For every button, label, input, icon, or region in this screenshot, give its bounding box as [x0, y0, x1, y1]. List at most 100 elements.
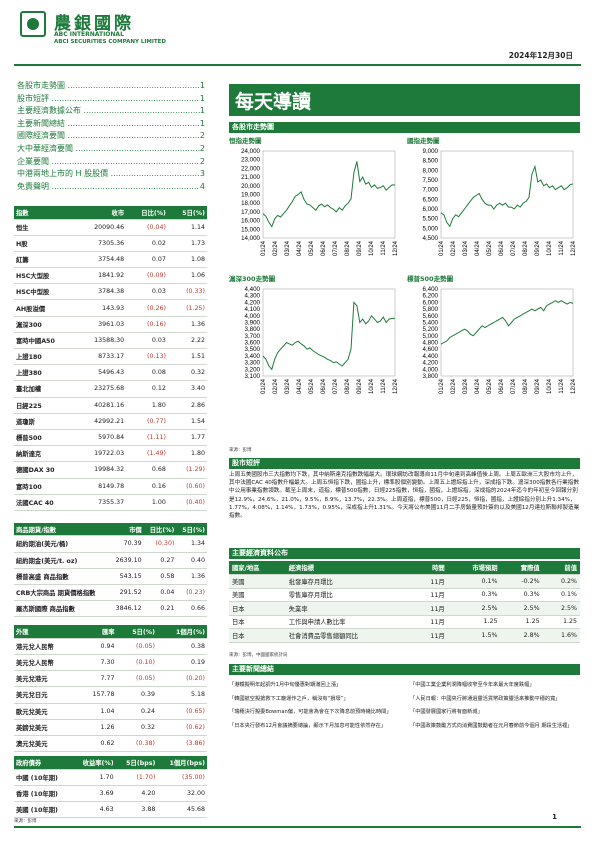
table-row: 歐元兌美元 1.04 0.24 (0.65)	[14, 703, 207, 720]
toc-item[interactable]: 各股市走勢圖 .................................…	[17, 80, 205, 93]
toc-item-page: 4	[199, 181, 205, 191]
x-tick-label: 01/24	[439, 240, 445, 256]
x-tick-label: 06/24	[499, 240, 505, 256]
table-row: 日本 工作與申請人數比率 11月 1.25 1.25 1.25	[229, 615, 580, 629]
toc-item[interactable]: 免責聲明 ...................................…	[17, 181, 205, 194]
table-cell: 工作與申請人數比率	[285, 615, 414, 629]
y-tick-label: 17,000	[241, 209, 260, 216]
table-cell: 1.73	[167, 235, 207, 252]
y-tick-label: 4,600	[423, 346, 439, 353]
toc-item-label: 國際經濟要聞 .................................…	[17, 131, 200, 141]
toc-item[interactable]: 主要經濟數據公布 ...............................…	[17, 105, 205, 118]
table-cell: 40281.16	[76, 397, 127, 414]
column-header: 外匯	[14, 625, 78, 639]
x-tick-label: 12/24	[393, 240, 399, 256]
column-header: 商品期貨/指數	[14, 522, 110, 537]
toc-item-page: 2	[199, 131, 205, 141]
x-tick-label: 03/24	[463, 240, 469, 256]
y-tick-label: 5,800	[423, 306, 439, 313]
column-header: 5日(bps)	[115, 756, 158, 770]
x-tick-label: 05/24	[487, 378, 493, 394]
table-cell: 1.54	[167, 413, 207, 430]
x-tick-label: 11/24	[381, 378, 387, 393]
y-tick-label: 3,400	[245, 353, 261, 360]
y-tick-label: 5,500	[423, 216, 439, 223]
toc-item[interactable]: 企業要聞 ...................................…	[17, 156, 205, 169]
column-header: 日比(%)	[143, 522, 177, 537]
table-cell: 2.8%	[500, 628, 543, 643]
chart-panel: 國指走勢圖 9,000 8,500 8,000 7,500 7,000 6,500 6,000…	[407, 135, 579, 274]
table-cell: 0.27	[143, 552, 177, 569]
table-cell: 143.93	[76, 299, 127, 317]
econ-source: 來源：彭博，中國國家統計局	[229, 653, 288, 658]
series-line	[262, 161, 396, 228]
table-cell: 1.00	[126, 494, 168, 511]
toc-item-page: 1	[199, 93, 205, 103]
column-header: 匯率	[77, 625, 117, 639]
line-chart: 6,4006,2006,0005,8005,6005,4005,2005,000…	[423, 286, 577, 394]
table-cell: (0.33)	[167, 283, 207, 301]
table-cell: (0.40)	[167, 494, 207, 511]
table-cell: 11月	[413, 601, 448, 616]
toc-item-page: 1	[199, 81, 205, 90]
table-cell: (1.49)	[126, 445, 168, 463]
table-cell: (0.62)	[156, 719, 207, 736]
table-cell: (0.20)	[156, 670, 207, 688]
table-cell: 7.30	[77, 654, 117, 672]
news-item: 「瑞穗決行擬委Bowman偏，可能會為會在下次降息前預時幾比時間」	[229, 709, 392, 715]
x-tick-label: 04/24	[475, 378, 481, 394]
y-tick-label: 22,000	[241, 165, 260, 172]
table-cell: 1.77	[167, 429, 207, 447]
table-cell: 1.06	[167, 267, 207, 285]
x-tick-label: 08/24	[523, 378, 529, 394]
table-row: 美國 批發庫存月環比 11月 0.1% -0.2% 0.2%	[229, 574, 580, 589]
table-cell: 0.66	[176, 600, 207, 618]
table-cell: 港元兌人民幣	[14, 638, 78, 656]
section-comment-header: 股市短評	[229, 458, 580, 469]
toc-item[interactable]: 中港兩地上市的 H 股股價 ..........................…	[17, 168, 205, 181]
toc-item[interactable]: 大中華經濟要聞 ................................…	[17, 143, 205, 156]
x-tick-label: 10/24	[369, 378, 375, 394]
table-cell: (1.70)	[115, 769, 158, 786]
table-cell: 4.20	[115, 785, 158, 803]
news-left-col: 「港鐵擬明年起調升1月中旬優惠對期滿回上漲」 「韓國航空擬搶救下工廠運作之戶，稱沒…	[229, 682, 401, 736]
chart-panel: 恒指走勢圖 24,000 23,000 22,000 21,000 20,000 19,00…	[229, 135, 401, 274]
column-header: 收益率(%)	[71, 756, 116, 770]
table-cell: 1.25	[542, 615, 580, 629]
table-row: HSC中型股 3784.38 0.03 (0.33)	[14, 283, 207, 301]
x-tick-label: 02/24	[451, 240, 457, 256]
toc-item[interactable]: 國際經濟要聞 .................................…	[17, 130, 205, 143]
series-line	[440, 300, 574, 345]
toc-item-page: 1	[199, 118, 205, 128]
table-cell: (0.23)	[176, 584, 207, 602]
table-cell: 美國 (10年期)	[14, 801, 72, 819]
toc-item-page: 2	[199, 143, 205, 153]
table-cell: 32.00	[157, 785, 207, 803]
table-row: 美國 (10年期) 4.63 3.88 45.68	[14, 801, 207, 819]
x-tick-label: 01/24	[439, 378, 445, 394]
toc-item-label: 主要經濟數據公布 ...............................…	[17, 106, 200, 116]
table-cell: 法國CAC 40	[14, 494, 77, 511]
column-header: 指數	[14, 206, 77, 220]
table-cell: 1.25	[447, 615, 501, 629]
table-cell: 美國	[229, 588, 286, 602]
table-cell: (0.04)	[126, 219, 168, 236]
column-header: 1個月(%)	[156, 625, 207, 639]
table-cell: 0.1%	[447, 574, 501, 589]
x-tick-label: 07/24	[333, 378, 339, 394]
toc-item[interactable]: 股市短評 ...................................…	[17, 93, 205, 106]
table-cell: 4.63	[71, 801, 116, 819]
y-tick-label: 20,000	[241, 183, 260, 190]
column-header: 國家/地區	[229, 561, 286, 575]
x-tick-label: 08/24	[345, 378, 351, 394]
table-cell: (0.60)	[167, 478, 207, 495]
y-tick-label: 6,000	[423, 206, 439, 213]
y-tick-label: 15,000	[241, 226, 260, 233]
table-cell: 道瓊斯	[14, 413, 77, 430]
table-cell: 英鎊兌美元	[14, 719, 78, 736]
x-tick-label: 06/24	[499, 378, 505, 394]
table-cell: CRB大宗商品 期貨價格指數	[14, 584, 110, 602]
toc-item[interactable]: 主要新聞總結 .................................…	[17, 118, 205, 131]
y-tick-label: 3,700	[245, 333, 261, 340]
table-cell: (0.09)	[126, 267, 168, 285]
